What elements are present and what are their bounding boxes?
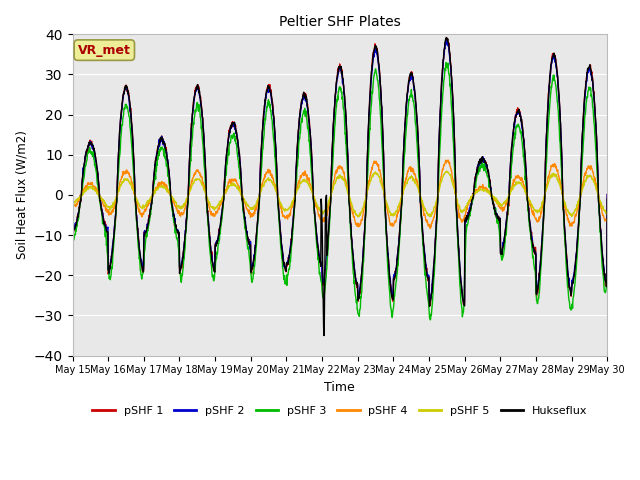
Hukseflux bbox=[68, 229, 76, 235]
pSHF 5 bbox=[110, 201, 118, 206]
pSHF 3 bbox=[307, 153, 314, 158]
pSHF 2 bbox=[307, 132, 314, 138]
pSHF 1 bbox=[296, 116, 303, 121]
pSHF 3 bbox=[132, 204, 140, 210]
pSHF 3 bbox=[68, 235, 76, 240]
pSHF 5 bbox=[443, 168, 451, 174]
pSHF 4 bbox=[373, 160, 381, 166]
pSHF 3 bbox=[373, 72, 381, 78]
pSHF 1 bbox=[426, 304, 433, 310]
pSHF 5 bbox=[68, 199, 76, 205]
Hukseflux bbox=[296, 116, 303, 122]
pSHF 1 bbox=[307, 133, 314, 139]
pSHF 2 bbox=[296, 118, 303, 123]
X-axis label: Time: Time bbox=[324, 381, 355, 394]
pSHF 2 bbox=[132, 201, 140, 207]
pSHF 2 bbox=[443, 37, 451, 43]
pSHF 4 bbox=[110, 206, 118, 212]
Hukseflux bbox=[316, 259, 324, 265]
Hukseflux bbox=[373, 47, 381, 52]
Line: Hukseflux: Hukseflux bbox=[72, 37, 607, 336]
pSHF 5 bbox=[316, 207, 324, 213]
pSHF 1 bbox=[132, 204, 140, 210]
Legend: pSHF 1, pSHF 2, pSHF 3, pSHF 4, pSHF 5, Hukseflux: pSHF 1, pSHF 2, pSHF 3, pSHF 4, pSHF 5, … bbox=[88, 402, 592, 421]
pSHF 2 bbox=[460, 301, 468, 307]
Hukseflux bbox=[132, 199, 140, 205]
pSHF 4 bbox=[68, 205, 76, 211]
pSHF 2 bbox=[373, 51, 381, 57]
pSHF 1 bbox=[68, 229, 76, 235]
pSHF 2 bbox=[604, 192, 611, 197]
Text: VR_met: VR_met bbox=[78, 44, 131, 57]
Line: pSHF 4: pSHF 4 bbox=[72, 160, 607, 228]
pSHF 5 bbox=[604, 208, 611, 214]
pSHF 3 bbox=[110, 240, 118, 246]
pSHF 3 bbox=[296, 136, 303, 142]
pSHF 4 bbox=[604, 217, 611, 223]
pSHF 3 bbox=[442, 60, 450, 66]
pSHF 4 bbox=[296, 179, 303, 185]
pSHF 5 bbox=[354, 214, 362, 220]
pSHF 5 bbox=[132, 195, 140, 201]
pSHF 5 bbox=[373, 171, 381, 177]
pSHF 5 bbox=[296, 184, 303, 190]
Hukseflux bbox=[307, 135, 314, 141]
Line: pSHF 2: pSHF 2 bbox=[72, 40, 607, 304]
pSHF 3 bbox=[316, 272, 324, 277]
Title: Peltier SHF Plates: Peltier SHF Plates bbox=[279, 15, 401, 29]
pSHF 2 bbox=[110, 234, 118, 240]
pSHF 5 bbox=[307, 186, 314, 192]
pSHF 1 bbox=[604, 192, 611, 197]
pSHF 4 bbox=[307, 181, 314, 187]
pSHF 2 bbox=[316, 255, 324, 261]
pSHF 3 bbox=[426, 317, 434, 323]
pSHF 4 bbox=[132, 194, 140, 200]
pSHF 1 bbox=[373, 49, 381, 55]
pSHF 3 bbox=[604, 274, 611, 280]
Hukseflux bbox=[320, 333, 328, 338]
Y-axis label: Soil Heat Flux (W/m2): Soil Heat Flux (W/m2) bbox=[15, 131, 28, 259]
pSHF 4 bbox=[316, 216, 324, 221]
Hukseflux bbox=[604, 196, 611, 202]
pSHF 4 bbox=[426, 226, 434, 231]
Hukseflux bbox=[110, 234, 118, 240]
pSHF 1 bbox=[316, 258, 324, 264]
pSHF 1 bbox=[443, 35, 451, 41]
Line: pSHF 1: pSHF 1 bbox=[72, 38, 607, 307]
Hukseflux bbox=[442, 35, 450, 40]
pSHF 2 bbox=[68, 228, 76, 234]
Line: pSHF 5: pSHF 5 bbox=[72, 171, 607, 217]
pSHF 1 bbox=[110, 232, 118, 238]
pSHF 4 bbox=[444, 157, 452, 163]
Line: pSHF 3: pSHF 3 bbox=[72, 63, 607, 320]
